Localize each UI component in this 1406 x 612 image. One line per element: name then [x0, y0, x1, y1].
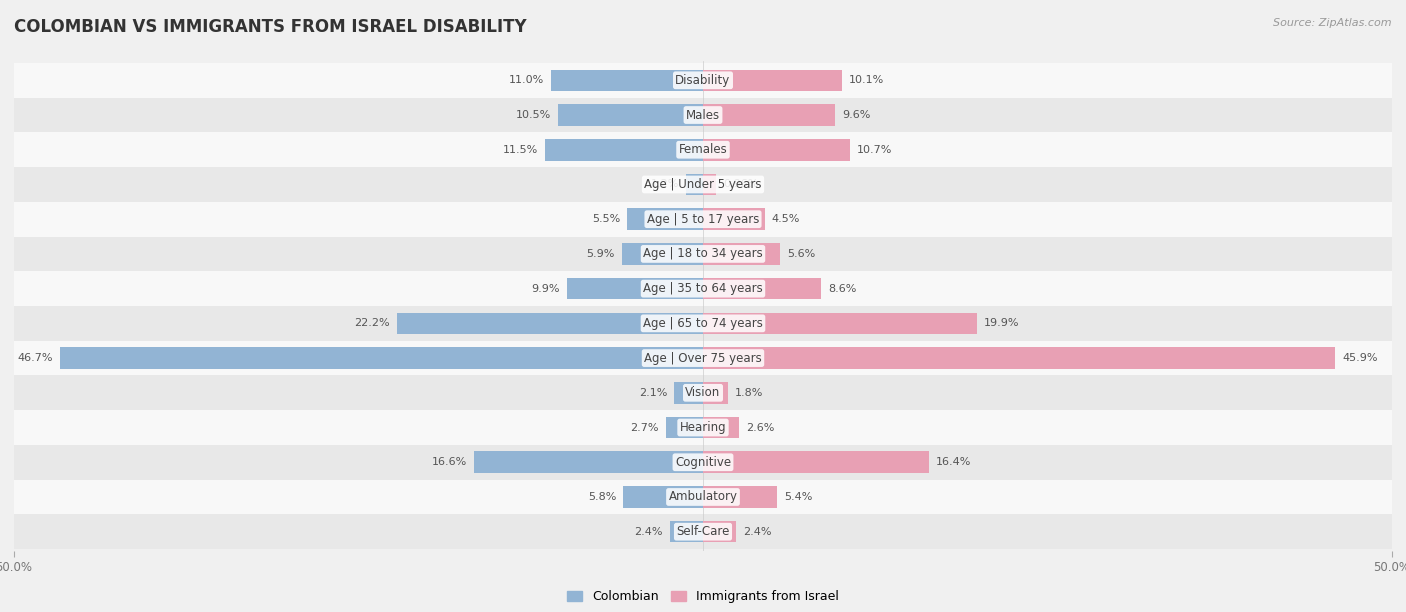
Legend: Colombian, Immigrants from Israel: Colombian, Immigrants from Israel	[562, 585, 844, 608]
Text: 2.4%: 2.4%	[634, 527, 664, 537]
Bar	[14, 132, 1392, 167]
Text: 22.2%: 22.2%	[354, 318, 391, 329]
Bar	[703, 243, 780, 264]
Bar	[551, 70, 703, 91]
Bar	[14, 341, 1392, 375]
Text: 16.4%: 16.4%	[936, 457, 972, 467]
Bar	[703, 209, 765, 230]
Bar	[14, 480, 1392, 514]
Text: 45.9%: 45.9%	[1343, 353, 1378, 363]
Bar	[673, 382, 703, 403]
Bar	[703, 486, 778, 508]
Text: Age | 18 to 34 years: Age | 18 to 34 years	[643, 247, 763, 261]
Text: 5.8%: 5.8%	[588, 492, 616, 502]
Text: 4.5%: 4.5%	[772, 214, 800, 224]
Bar	[14, 63, 1392, 98]
Text: 10.7%: 10.7%	[858, 145, 893, 155]
Bar	[703, 70, 842, 91]
Text: Males: Males	[686, 108, 720, 122]
Text: 2.6%: 2.6%	[745, 422, 775, 433]
Text: 0.96%: 0.96%	[723, 179, 758, 190]
Text: 10.5%: 10.5%	[516, 110, 551, 120]
Bar	[703, 348, 1336, 369]
Bar	[14, 514, 1392, 549]
Text: 9.9%: 9.9%	[531, 283, 560, 294]
Bar	[703, 382, 728, 403]
Bar	[558, 104, 703, 126]
Bar	[14, 445, 1392, 480]
Text: 11.0%: 11.0%	[509, 75, 544, 85]
Bar	[703, 104, 835, 126]
Text: Cognitive: Cognitive	[675, 456, 731, 469]
Bar	[703, 139, 851, 160]
Text: 8.6%: 8.6%	[828, 283, 856, 294]
Bar	[14, 306, 1392, 341]
Bar	[544, 139, 703, 160]
Text: Age | Over 75 years: Age | Over 75 years	[644, 351, 762, 365]
Bar	[14, 167, 1392, 202]
Bar	[686, 174, 703, 195]
Bar	[14, 410, 1392, 445]
Text: Age | 65 to 74 years: Age | 65 to 74 years	[643, 317, 763, 330]
Text: Females: Females	[679, 143, 727, 156]
Text: 5.6%: 5.6%	[787, 249, 815, 259]
Bar	[59, 348, 703, 369]
Text: 2.4%: 2.4%	[742, 527, 772, 537]
Bar	[703, 174, 716, 195]
Bar	[14, 202, 1392, 237]
Text: 16.6%: 16.6%	[432, 457, 467, 467]
Bar	[703, 417, 738, 438]
Bar	[396, 313, 703, 334]
Text: 5.4%: 5.4%	[785, 492, 813, 502]
Bar	[669, 521, 703, 542]
Text: Ambulatory: Ambulatory	[668, 490, 738, 504]
Text: 46.7%: 46.7%	[17, 353, 52, 363]
Text: 1.8%: 1.8%	[735, 388, 763, 398]
Text: 2.7%: 2.7%	[630, 422, 659, 433]
Text: 2.1%: 2.1%	[638, 388, 668, 398]
Text: Hearing: Hearing	[679, 421, 727, 434]
Bar	[627, 209, 703, 230]
Bar	[14, 375, 1392, 410]
Text: 10.1%: 10.1%	[849, 75, 884, 85]
Text: 5.9%: 5.9%	[586, 249, 614, 259]
Text: Source: ZipAtlas.com: Source: ZipAtlas.com	[1274, 18, 1392, 28]
Text: Age | 35 to 64 years: Age | 35 to 64 years	[643, 282, 763, 295]
Text: 5.5%: 5.5%	[592, 214, 620, 224]
Text: 19.9%: 19.9%	[984, 318, 1019, 329]
Bar	[621, 243, 703, 264]
Text: Self-Care: Self-Care	[676, 525, 730, 538]
Text: Vision: Vision	[685, 386, 721, 399]
Bar	[703, 278, 821, 299]
Text: 1.2%: 1.2%	[651, 179, 679, 190]
Bar	[14, 271, 1392, 306]
Bar	[703, 452, 929, 473]
Bar	[474, 452, 703, 473]
Bar	[703, 313, 977, 334]
Bar	[703, 521, 737, 542]
Bar	[567, 278, 703, 299]
Text: Disability: Disability	[675, 74, 731, 87]
Text: Age | Under 5 years: Age | Under 5 years	[644, 178, 762, 191]
Text: COLOMBIAN VS IMMIGRANTS FROM ISRAEL DISABILITY: COLOMBIAN VS IMMIGRANTS FROM ISRAEL DISA…	[14, 18, 527, 36]
Bar	[14, 98, 1392, 132]
Bar	[623, 486, 703, 508]
Text: Age | 5 to 17 years: Age | 5 to 17 years	[647, 213, 759, 226]
Bar	[666, 417, 703, 438]
Text: 11.5%: 11.5%	[502, 145, 537, 155]
Bar	[14, 237, 1392, 271]
Text: 9.6%: 9.6%	[842, 110, 870, 120]
